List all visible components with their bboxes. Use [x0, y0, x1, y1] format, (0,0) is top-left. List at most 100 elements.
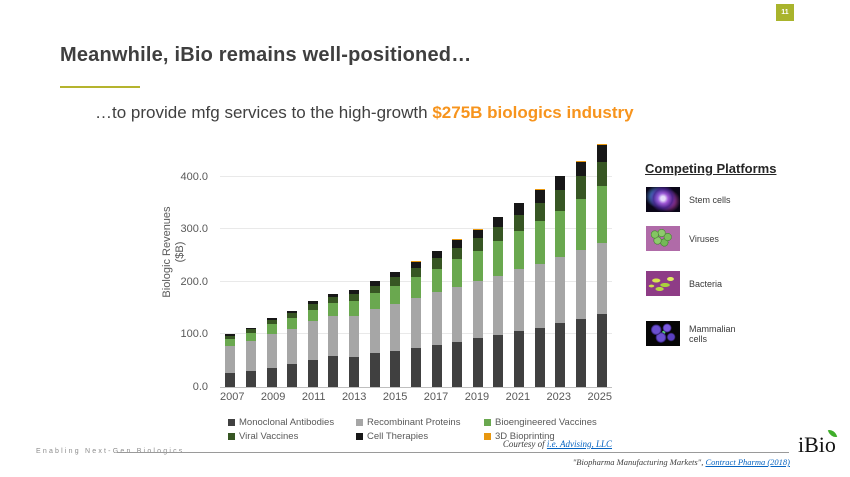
- bar-segment: [493, 216, 504, 218]
- bar-segment: [452, 341, 463, 387]
- legend-item: Viral Vaccines: [228, 431, 356, 442]
- legend-label: 3D Bioprinting: [495, 431, 555, 442]
- x-tick-label: [244, 391, 260, 403]
- bar-segment: [555, 323, 566, 387]
- bar-segment: [307, 309, 318, 322]
- legend-item: Bioengineered Vaccines: [484, 417, 612, 428]
- bar-segment: [555, 175, 566, 177]
- bar-2011: [307, 301, 318, 387]
- bar-segment: [349, 290, 360, 295]
- bar-segment: [225, 338, 236, 346]
- x-tick-label: 2017: [423, 391, 449, 403]
- gridline: [220, 228, 612, 230]
- bar-segment: [349, 294, 360, 301]
- y-tick-label: 200.0: [180, 275, 208, 288]
- bar-segment: [369, 285, 380, 293]
- bar-segment: [534, 327, 545, 387]
- legend-label: Bioengineered Vaccines: [495, 417, 597, 428]
- stem-cells-image: [646, 187, 680, 212]
- bar-segment: [431, 251, 442, 259]
- legend-label: Monoclonal Antibodies: [239, 417, 335, 428]
- subtitle-highlight: $275B biologics industry: [432, 103, 634, 122]
- platform-item-bacteria: Bacteria: [646, 271, 751, 296]
- bar-segment: [575, 160, 586, 162]
- x-tick-label: 2023: [546, 391, 572, 403]
- bar-segment: [287, 318, 298, 329]
- bar-segment: [266, 319, 277, 325]
- bar-segment: [514, 214, 525, 232]
- bar-column: [385, 272, 406, 387]
- bar-segment: [349, 356, 360, 387]
- x-tick-label: [326, 391, 342, 403]
- bar-segment: [555, 257, 566, 324]
- legend-item: 3D Bioprinting: [484, 431, 612, 442]
- bar-segment: [514, 269, 525, 332]
- bar-segment: [307, 359, 318, 387]
- footnote-link[interactable]: Contract Pharma (2018): [705, 457, 790, 467]
- bar-segment: [514, 202, 525, 204]
- bar-segment: [390, 277, 401, 286]
- bar-2014: [369, 281, 380, 387]
- bar-2009: [266, 318, 277, 387]
- x-tick-label: 2011: [301, 391, 326, 403]
- bar-segment: [245, 329, 256, 334]
- bar-2020: [493, 216, 504, 387]
- bar-column: [364, 281, 385, 387]
- bar-segment: [431, 344, 442, 387]
- bar-segment: [266, 324, 277, 334]
- bar-column: [323, 293, 344, 387]
- courtesy-link[interactable]: i.e. Advising, LLC: [546, 439, 612, 449]
- page-number-badge: 11: [776, 4, 794, 21]
- bar-segment: [575, 319, 586, 387]
- bar-column: [468, 229, 489, 387]
- bar-2023: [555, 175, 566, 387]
- bar-segment: [410, 277, 421, 299]
- bar-segment: [328, 356, 339, 387]
- slide-title: Meanwhile, iBio remains well-positioned…: [60, 44, 472, 66]
- x-tick-label: [407, 391, 423, 403]
- bar-2024: [575, 160, 586, 387]
- bar-segment: [410, 261, 421, 268]
- legend-swatch: [484, 433, 491, 440]
- bar-column: [488, 216, 509, 387]
- viruses-image: [646, 226, 680, 251]
- bar-segment: [266, 333, 277, 368]
- bar-segment: [493, 275, 504, 335]
- bar-segment: [328, 315, 339, 356]
- courtesy-note: Courtesy of i.e. Advising, LLC: [420, 439, 612, 449]
- bar-segment: [534, 263, 545, 328]
- bacteria-image: [646, 271, 680, 296]
- bar-column: [447, 239, 468, 387]
- platform-item-stem-cells: Stem cells: [646, 187, 751, 212]
- bar-segment: [472, 229, 483, 230]
- bar-segment: [596, 144, 607, 146]
- subtitle-text: …to provide mfg services to the high-gro…: [95, 103, 433, 122]
- ibio-logo: iBio: [798, 428, 838, 458]
- legend-label: Cell Therapies: [367, 431, 429, 442]
- bar-segment: [493, 334, 504, 387]
- bar-column: [303, 301, 324, 387]
- bar-segment: [349, 315, 360, 357]
- bar-segment: [514, 231, 525, 270]
- x-tick-label: 2009: [260, 391, 286, 403]
- legend-swatch: [356, 433, 363, 440]
- bar-segment: [534, 202, 545, 222]
- bar-segment: [369, 292, 380, 310]
- bar-segment: [390, 272, 401, 278]
- y-axis-labels: 0.0 100.0 200.0 300.0 400.0: [166, 140, 214, 393]
- bar-segment: [369, 353, 380, 387]
- footnote-text: "Biopharma Manufacturing Markets",: [572, 457, 706, 467]
- bar-segment: [575, 198, 586, 251]
- bar-2012: [328, 293, 339, 387]
- legend-label: Viral Vaccines: [239, 431, 299, 442]
- bar-segment: [452, 239, 463, 240]
- bar-segment: [369, 281, 380, 286]
- bar-segment: [596, 243, 607, 315]
- x-tick-label: [571, 391, 587, 403]
- x-tick-label: [448, 391, 464, 403]
- bar-segment: [472, 281, 483, 339]
- platform-item-viruses: Viruses: [646, 226, 751, 251]
- bar-2013: [349, 290, 360, 387]
- bar-segment: [431, 268, 442, 293]
- bar-column: [571, 160, 592, 387]
